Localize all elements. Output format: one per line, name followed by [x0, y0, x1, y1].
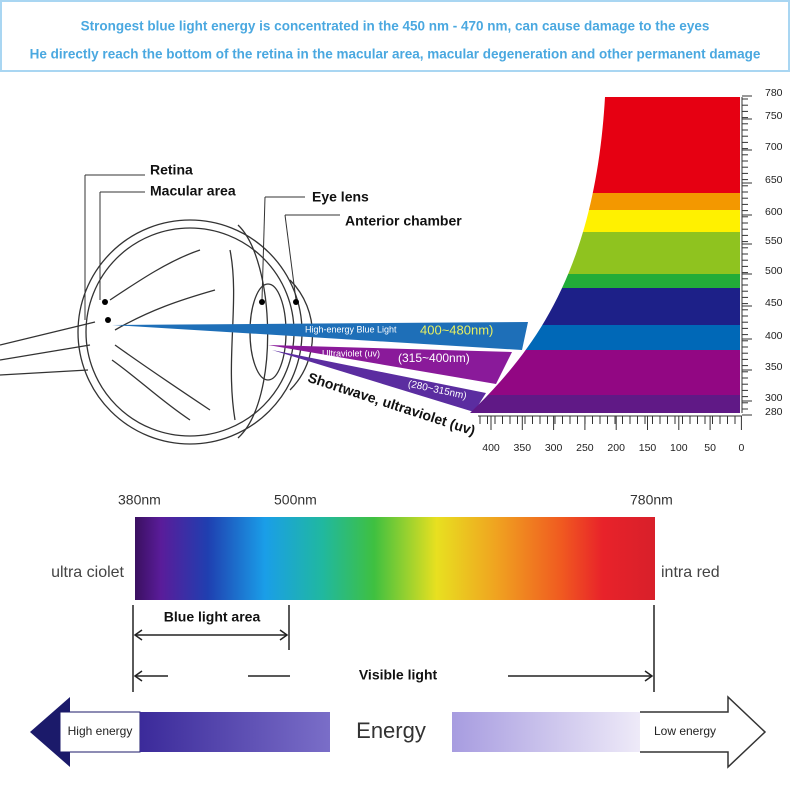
- header-line: He directly reach the bottom of the reti…: [30, 47, 761, 62]
- tick-label: 280: [765, 406, 783, 418]
- range-label: Visible light: [359, 667, 438, 683]
- eye-label: Eye lens: [312, 189, 369, 205]
- tick-label: 750: [765, 110, 783, 122]
- beam-label: Ultraviolet (uv): [322, 348, 380, 358]
- energy-label: Energy: [356, 718, 426, 743]
- tick-label: 500: [765, 265, 783, 277]
- tick-label: 400: [482, 442, 500, 454]
- tick-label: 600: [765, 206, 783, 218]
- header-box: [0, 0, 790, 72]
- uv-beam: [268, 345, 512, 384]
- tick-label: 700: [765, 141, 783, 153]
- beam-range: 400~480nm): [420, 322, 493, 337]
- energy-arrow: [30, 695, 767, 769]
- shortwave-beam: [272, 350, 486, 412]
- tick-label: 150: [639, 442, 657, 454]
- tick-label: 780: [765, 87, 783, 99]
- tick-label: 300: [765, 392, 783, 404]
- tick-label: 450: [765, 297, 783, 309]
- beam-range: (315~400nm): [398, 351, 470, 365]
- tick-label: 300: [545, 442, 563, 454]
- energy-label: High energy: [68, 724, 133, 738]
- visible-spectrum: [135, 517, 655, 600]
- bar-label: 500nm: [274, 492, 317, 508]
- tick-label: 550: [765, 235, 783, 247]
- eye-label: Anterior chamber: [345, 213, 462, 229]
- range-label: Blue light area: [164, 609, 261, 625]
- eye-drawing: [0, 174, 340, 445]
- tick-label: 250: [576, 442, 594, 454]
- bar-end-label: intra red: [661, 564, 720, 581]
- eye-label: Retina: [150, 162, 193, 178]
- energy-label: Low energy: [654, 724, 716, 738]
- bar-end-label: ultra ciolet: [51, 564, 124, 581]
- tick-label: 400: [765, 330, 783, 342]
- bar-label: 380nm: [118, 492, 161, 508]
- range-markers: [132, 605, 655, 692]
- tick-label: 100: [670, 442, 688, 454]
- header-line: Strongest blue light energy is concentra…: [81, 19, 710, 34]
- tick-label: 650: [765, 174, 783, 186]
- eye-label: Macular area: [150, 183, 236, 199]
- beam-label: High-energy Blue Light: [305, 324, 397, 334]
- tick-label: 50: [704, 442, 716, 454]
- bar-label: 780nm: [630, 492, 673, 508]
- tick-label: 0: [738, 442, 744, 454]
- tick-label: 200: [607, 442, 625, 454]
- blue-beam: [112, 322, 528, 350]
- tick-label: 350: [765, 361, 783, 373]
- tick-label: 350: [514, 442, 532, 454]
